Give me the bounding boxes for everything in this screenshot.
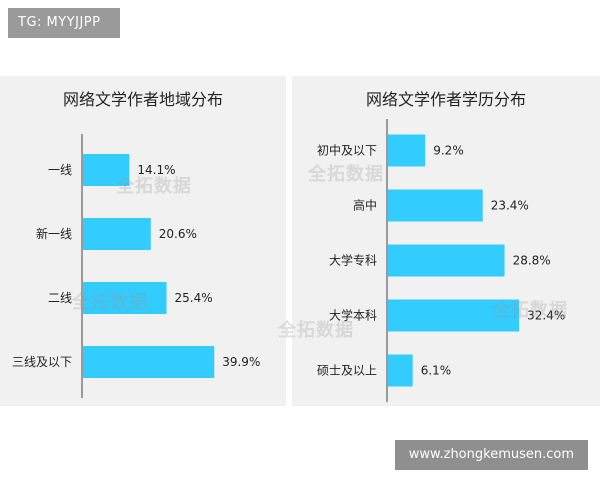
region-chart-title: 网络文学作者地域分布 <box>62 90 223 109</box>
value-label: 23.4% <box>491 199 529 213</box>
category-label: 硕士及以上 <box>317 364 377 378</box>
bar <box>388 354 413 387</box>
bar <box>83 282 167 314</box>
bar <box>388 299 520 332</box>
category-label: 一线 <box>48 163 72 177</box>
category-label: 三线及以下 <box>12 355 72 369</box>
value-label: 14.1% <box>137 163 175 177</box>
site-url-badge: www.zhongkemusen.com <box>394 440 588 470</box>
region-chart-panel: 网络文学作者地域分布 一线 14.1% 新一线 20.6% 二线 25.4% 三线及以下 39… <box>0 76 286 406</box>
category-label: 高中 <box>353 198 377 213</box>
category-label: 初中及以下 <box>317 143 377 158</box>
education-bar-chart: 初中及以下 9.2% 高中 23.4% 大学专科 28.8% 大学本科 32.4% 硕士及以上 6… <box>317 119 565 402</box>
bar <box>83 218 151 250</box>
category-label: 二线 <box>48 291 72 305</box>
value-label: 32.4% <box>527 309 565 323</box>
bar <box>388 244 505 277</box>
bar <box>83 154 130 186</box>
category-label: 新一线 <box>36 226 72 241</box>
value-label: 9.2% <box>433 144 464 158</box>
bar <box>388 134 426 167</box>
bar <box>388 189 483 222</box>
value-label: 28.8% <box>513 254 551 268</box>
education-chart-panel: 网络文学作者学历分布 初中及以下 9.2% 高中 23.4% 大学专科 28.8% 大学本科… <box>292 76 600 406</box>
value-label: 6.1% <box>421 364 452 378</box>
value-label: 25.4% <box>175 291 213 305</box>
value-label: 39.9% <box>222 355 260 369</box>
top-watermark-badge: TG: MYYJJPP <box>8 8 120 38</box>
region-bar-chart: 一线 14.1% 新一线 20.6% 二线 25.4% 三线及以下 39.9% <box>12 134 260 398</box>
category-label: 大学本科 <box>329 308 377 323</box>
value-label: 20.6% <box>159 227 197 241</box>
bar <box>83 346 215 378</box>
education-chart-title: 网络文学作者学历分布 <box>365 90 526 109</box>
category-label: 大学专科 <box>329 253 377 268</box>
